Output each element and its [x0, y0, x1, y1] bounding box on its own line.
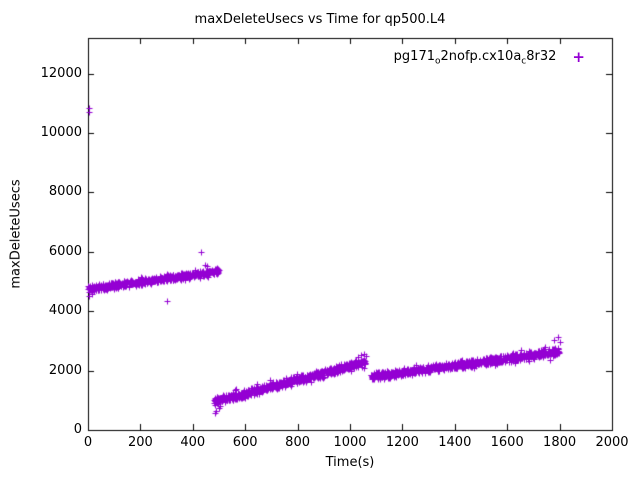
x-tick-label: 400: [180, 435, 206, 450]
x-tick-label: 1800: [543, 435, 577, 450]
x-tick-label: 0: [83, 435, 93, 450]
y-tick-label: 8000: [48, 184, 82, 200]
x-tick-label: 1400: [438, 435, 472, 450]
x-tick-label: 600: [232, 435, 258, 450]
x-tick-label: 1000: [333, 435, 367, 450]
y-tick-label: 12000: [40, 65, 82, 81]
legend: pg171o2nofp.cx10ac8r32 +: [394, 49, 585, 67]
x-tick-label: 200: [127, 435, 153, 450]
x-axis-label: Time(s): [325, 455, 375, 470]
x-tick-label: 1200: [385, 435, 419, 450]
y-tick-label: 2000: [48, 362, 82, 378]
y-tick-label: 4000: [48, 303, 82, 319]
x-tick-label: 1600: [490, 435, 524, 450]
y-tick-label: 0: [73, 422, 82, 437]
y-tick-label: 6000: [48, 243, 82, 259]
x-tick-label: 2000: [595, 435, 629, 450]
x-tick-label: 800: [285, 435, 310, 450]
chart-title: maxDeleteUsecs vs Time for qp500.L4: [194, 12, 446, 27]
y-tick-label: 10000: [40, 125, 82, 141]
legend-plus-marker-icon: +: [572, 48, 585, 67]
legend-series-label: pg171o2nofp.cx10ac8r32: [393, 49, 557, 67]
